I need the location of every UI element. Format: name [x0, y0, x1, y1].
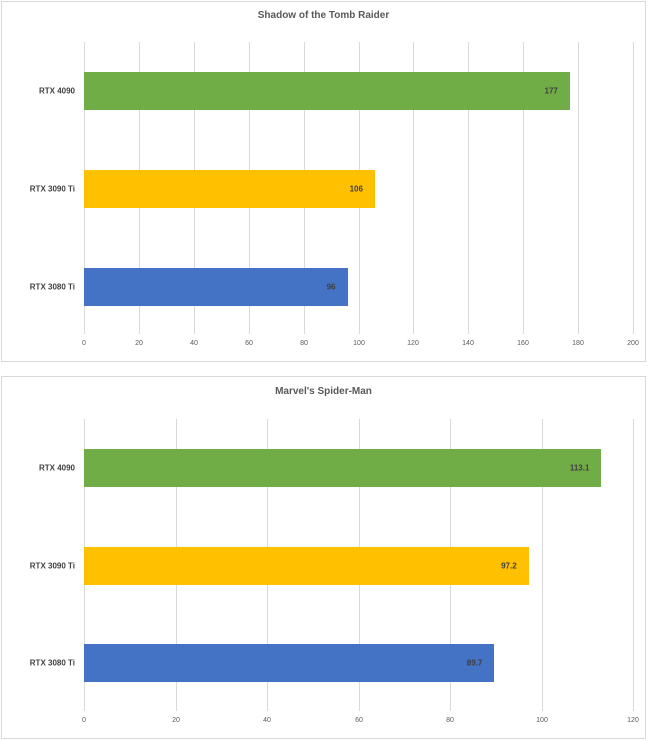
gridline: [633, 419, 634, 711]
data-label: 106: [349, 184, 363, 194]
tick-label: 60: [355, 717, 363, 724]
bar-rtx-3090-ti: 106: [84, 170, 375, 208]
tick-label: 40: [190, 340, 198, 347]
gridline: [523, 42, 524, 334]
data-label: 96: [326, 282, 336, 292]
tick-label: 0: [82, 717, 86, 724]
category-label: RTX 4090: [38, 86, 75, 96]
tick-label: 20: [172, 717, 180, 724]
category-label: RTX 3080 Ti: [29, 658, 75, 668]
chart-marvels-spider-man: Marvel's Spider-Man 113.1 97.2 89.7 RTX 40…: [1, 376, 646, 739]
bar-rtx-3090-ti: 97.2: [84, 547, 529, 585]
category-label: RTX 3090 Ti: [29, 561, 75, 571]
chart-title: Shadow of the Tomb Raider: [257, 10, 390, 21]
tick-label: 140: [462, 340, 474, 347]
bar-rtx-4090: 113.1: [84, 449, 602, 487]
tick-label: 100: [536, 717, 548, 724]
tick-label: 0: [82, 340, 86, 347]
category-label: RTX 4090: [38, 463, 75, 473]
gridline: [578, 42, 579, 334]
gridline: [633, 42, 634, 334]
plot-area: 113.1 97.2 89.7: [84, 419, 634, 711]
chart-title: Marvel's Spider-Man: [275, 386, 372, 397]
tick-label: 20: [135, 340, 143, 347]
tick-label: 80: [446, 717, 454, 724]
tick-label: 160: [517, 340, 529, 347]
tick-label: 60: [245, 340, 253, 347]
gridline: [413, 42, 414, 334]
tick-label: 200: [627, 340, 639, 347]
data-label: 97.2: [501, 561, 517, 571]
tick-label: 120: [407, 340, 419, 347]
data-label: 89.7: [466, 658, 483, 668]
tick-label: 80: [300, 340, 308, 347]
bar-rtx-3080-ti: 96: [84, 268, 348, 306]
tick-label: 120: [627, 717, 639, 724]
bar-rtx-4090: 177: [84, 72, 570, 110]
category-label: RTX 3080 Ti: [29, 282, 75, 292]
tick-label: 180: [572, 340, 584, 347]
tick-label: 100: [353, 340, 365, 347]
chart-shadow-of-the-tomb-raider: Shadow of the Tomb Raider 177 106 96 RTX 4…: [1, 1, 646, 362]
plot-area: 177 106 96: [84, 42, 634, 334]
tick-label: 40: [263, 717, 271, 724]
data-label: 113.1: [569, 463, 590, 473]
data-label: 177: [544, 86, 558, 96]
gridline: [468, 42, 469, 334]
gridline: [542, 419, 543, 711]
bar-rtx-3080-ti: 89.7: [84, 644, 495, 682]
category-label: RTX 3090 Ti: [29, 184, 75, 194]
